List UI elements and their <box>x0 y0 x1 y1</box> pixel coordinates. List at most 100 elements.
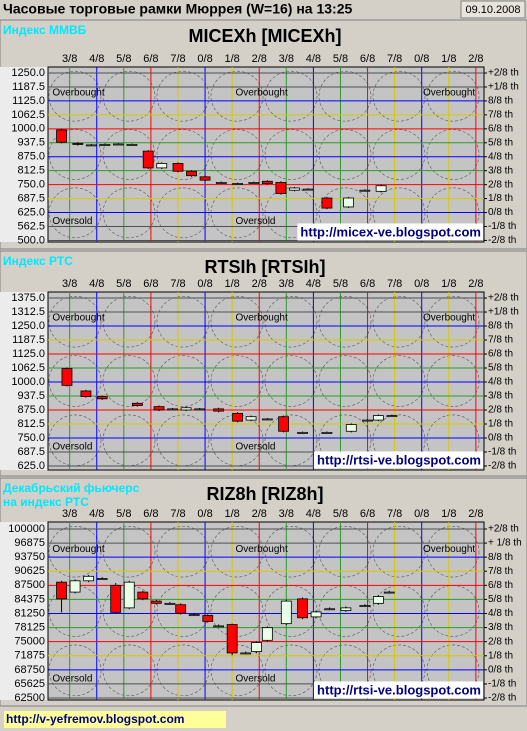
overbought-label: Overbought <box>52 88 104 99</box>
x-tick-label: 2/8 <box>468 53 483 65</box>
y-tick-label: 100000 <box>8 523 45 535</box>
candle-body <box>56 129 67 143</box>
x-tick-label: 6/8 <box>143 278 158 290</box>
x-tick-label: 2/8 <box>468 508 483 520</box>
candle-body <box>213 408 225 412</box>
y-tick-label: 812.5 <box>17 165 45 177</box>
footer-url[interactable]: http://v-yefremov.blogspot.com <box>6 712 184 726</box>
murrey-arc <box>318 129 372 180</box>
panel-subtitle: Декабрьский фьючерс <box>3 481 140 495</box>
murrey-arc <box>426 129 480 180</box>
y2-tick-label: 2/8 th <box>488 636 513 647</box>
murrey-arc <box>102 355 156 407</box>
candle-body <box>289 187 300 191</box>
murrey-arc <box>318 355 372 407</box>
candle-body <box>131 402 143 406</box>
y2-tick-label: 2/8 th <box>488 405 513 416</box>
blog-url[interactable]: http://micex-ve.blogspot.com <box>300 224 481 239</box>
candle-body <box>372 596 384 604</box>
y2-tick-label: -1/8 th <box>488 447 516 458</box>
candle-body <box>324 608 336 611</box>
x-tick-label: 3/8 <box>62 508 77 520</box>
x-tick-label: 7/8 <box>387 53 402 65</box>
murrey-arc <box>210 525 264 578</box>
x-tick-label: 6/8 <box>360 508 375 520</box>
y-tick-label: 65625 <box>14 678 45 690</box>
tick-label-column <box>0 522 48 700</box>
candle-body <box>359 189 371 192</box>
candle-body <box>194 408 206 411</box>
murrey-arc <box>426 295 480 348</box>
candle-body <box>232 412 243 422</box>
overbought-label: Overbought <box>423 544 475 555</box>
x-tick-label: 4/8 <box>306 53 321 65</box>
y-tick-label: 1000.0 <box>11 123 45 135</box>
x-tick-label: 7/8 <box>387 278 402 290</box>
x-tick-label: 4/8 <box>89 508 104 520</box>
candle-body <box>110 584 122 613</box>
y-tick-label: 75000 <box>14 636 45 648</box>
candle-body <box>172 163 184 172</box>
y2-tick-label: 7/8 th <box>488 566 513 577</box>
header-date: 09.10.2008 <box>465 4 520 16</box>
y2-tick-label: 3/8 th <box>488 391 513 402</box>
y2-tick-label: 4/8 th <box>488 608 513 619</box>
y2-tick-label: 0/8 th <box>488 664 513 675</box>
x-tick-label: 2/8 <box>468 278 483 290</box>
x-tick-label: 0/8 <box>197 53 212 65</box>
murrey-arc <box>426 355 480 407</box>
overbought-label: Overbought <box>235 544 287 555</box>
murrey-arc <box>264 129 318 180</box>
y-tick-label: 1062.5 <box>11 362 45 374</box>
y-tick-label: 1062.5 <box>11 109 45 121</box>
x-tick-label: 2/8 <box>252 278 267 290</box>
y-tick-label: 84375 <box>14 593 45 605</box>
x-tick-label: 1/8 <box>441 53 456 65</box>
y2-tick-label: 0/8 th <box>488 207 513 218</box>
overbought-label: Overbought <box>423 88 475 99</box>
y-tick-label: 71875 <box>14 650 45 662</box>
y2-tick-label: 8/8 th <box>488 96 513 107</box>
y2-tick-label: 4/8 th <box>488 151 513 162</box>
chart-title: RIZ8h [RIZ8h] <box>207 484 324 504</box>
blog-url[interactable]: http://rtsi-ve.blogspot.com <box>317 682 481 697</box>
candle-body <box>188 614 200 617</box>
murrey-arc <box>372 295 426 348</box>
murrey-arc <box>48 355 102 407</box>
candle-body <box>383 591 395 594</box>
y-tick-label: 937.5 <box>17 390 45 402</box>
y-tick-label: 1375.0 <box>11 292 45 304</box>
murrey-arc <box>264 295 318 348</box>
y-tick-label: 750.0 <box>17 179 45 191</box>
y-tick-label: 68750 <box>14 664 45 676</box>
murrey-arc <box>426 525 480 578</box>
y2-tick-label: 8/8 th <box>488 552 513 563</box>
x-tick-label: 6/8 <box>143 53 158 65</box>
murrey-arc <box>372 525 426 578</box>
overbought-label: Overbought <box>52 313 104 324</box>
candle-body <box>85 144 97 147</box>
x-tick-label: 5/8 <box>333 53 348 65</box>
x-tick-label: 3/8 <box>279 53 294 65</box>
murrey-arc <box>318 295 372 348</box>
plot-area <box>47 291 485 471</box>
murrey-arc <box>264 355 318 407</box>
y-tick-label: 78125 <box>14 621 45 633</box>
x-tick-label: 0/8 <box>197 278 212 290</box>
murrey-arc <box>102 525 156 578</box>
candle-body <box>240 652 252 655</box>
y-tick-label: 1000.0 <box>11 376 45 388</box>
blog-url[interactable]: http://rtsi-ve.blogspot.com <box>317 452 481 467</box>
oversold-label: Oversold <box>235 216 275 227</box>
header-title: Часовые торговые рамки Мюррея (W=16) на … <box>3 1 353 17</box>
murrey-arc <box>102 129 156 180</box>
candle-body <box>321 197 333 209</box>
y2-tick-label: 3/8 th <box>488 165 513 176</box>
murrey-arc <box>156 70 210 122</box>
candle-body <box>126 144 138 146</box>
date-box <box>460 0 526 19</box>
candle-body <box>372 415 384 421</box>
candle-body <box>297 598 308 619</box>
overbought-label: Overbought <box>423 313 475 324</box>
